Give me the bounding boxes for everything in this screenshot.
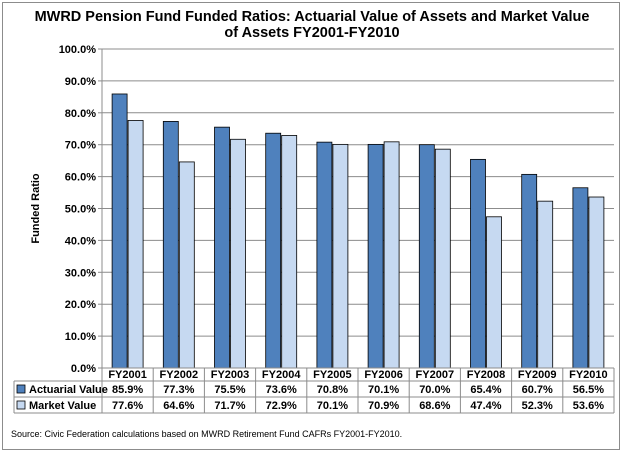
x-category-label: FY2007 (416, 369, 455, 381)
data-table-cell: 65.4% (470, 384, 501, 396)
bar-market-value (537, 200, 554, 369)
bar-market-value (178, 161, 195, 369)
legend-label: Actuarial Value (29, 384, 108, 396)
data-table-cell: 70.9% (368, 400, 399, 412)
data-table-cell: 77.6% (112, 400, 143, 412)
data-table-cell: 75.5% (214, 384, 245, 396)
x-category-label: FY2006 (364, 369, 403, 381)
data-table-cell: 85.9% (112, 384, 143, 396)
data-table-cell: 68.6% (419, 400, 450, 412)
chart-frame (2, 2, 620, 450)
x-category-label: FY2004 (262, 369, 301, 381)
x-category-label: FY2002 (160, 369, 199, 381)
bar-market-value (434, 148, 451, 369)
data-table-cell: 52.3% (522, 400, 553, 412)
bar-market-value (127, 120, 144, 369)
y-tick-label: 30.0% (65, 267, 96, 279)
data-table-cell: 77.3% (163, 384, 194, 396)
x-category-label: FY2003 (211, 369, 250, 381)
bar-actuarial-value (162, 121, 179, 369)
y-tick-label: 70.0% (65, 140, 96, 152)
data-table-cell: 70.0% (419, 384, 450, 396)
bar-market-value (588, 196, 605, 369)
data-table-cell: 73.6% (266, 384, 297, 396)
x-category-label: FY2010 (569, 369, 608, 381)
data-table-cell: 53.6% (573, 400, 604, 412)
legend-label: Market Value (29, 400, 96, 412)
x-category-label: FY2005 (313, 369, 352, 381)
bar-market-value (332, 143, 349, 369)
data-table-cell: 72.9% (266, 400, 297, 412)
y-axis-title: Funded Ratio (30, 173, 42, 244)
chart-title-line: MWRD Pension Fund Funded Ratios: Actuari… (35, 9, 590, 25)
y-tick-label: 100.0% (59, 44, 97, 56)
data-table-cell: 70.8% (317, 384, 348, 396)
y-tick-label: 20.0% (65, 299, 96, 311)
chart-title-line: of Assets FY2001-FY2010 (224, 25, 399, 41)
bar-actuarial-value (572, 187, 589, 369)
data-table-cell: 64.6% (163, 400, 194, 412)
y-tick-label: 50.0% (65, 204, 96, 216)
bar-actuarial-value (367, 143, 384, 369)
y-tick-label: 90.0% (65, 76, 96, 88)
data-table-cell: 70.1% (368, 384, 399, 396)
bar-actuarial-value (418, 144, 435, 369)
data-table-cell: 71.7% (214, 400, 245, 412)
y-tick-label: 40.0% (65, 235, 96, 247)
data-table-cell: 56.5% (573, 384, 604, 396)
y-tick-label: 80.0% (65, 108, 96, 120)
legend-key-market-value (16, 400, 26, 410)
bar-market-value (281, 135, 298, 369)
x-category-label: FY2001 (108, 369, 147, 381)
y-tick-label: 60.0% (65, 172, 96, 184)
x-category-label: FY2008 (467, 369, 506, 381)
x-category-label: FY2009 (518, 369, 557, 381)
data-table-cell: 70.1% (317, 400, 348, 412)
y-tick-label: 10.0% (65, 331, 96, 343)
source-note: Source: Civic Federation calculations ba… (11, 429, 402, 439)
y-tick-label: 0.0% (71, 363, 96, 375)
bar-market-value (230, 138, 246, 369)
bar-actuarial-value (214, 126, 230, 369)
bar-actuarial-value (470, 158, 486, 369)
bar-market-value (486, 216, 502, 369)
bar-actuarial-value (111, 93, 128, 369)
bar-actuarial-value (521, 173, 538, 369)
bar-actuarial-value (316, 141, 333, 369)
data-table-cell: 60.7% (522, 384, 553, 396)
data-table-cell: 47.4% (470, 400, 501, 412)
legend-key-actuarial-value (16, 384, 26, 394)
bar-market-value (383, 141, 400, 369)
bar-actuarial-value (265, 132, 282, 369)
